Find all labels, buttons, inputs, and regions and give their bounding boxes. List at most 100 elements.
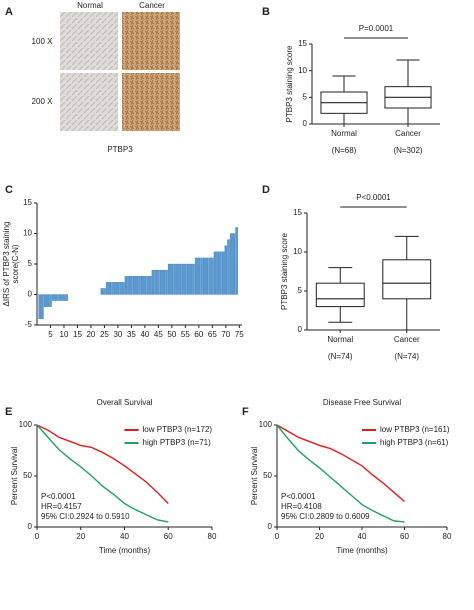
bar [43,294,47,307]
micrograph [60,12,118,70]
survival-curve [36,424,169,523]
annotation: HR=0.4157 [41,502,82,511]
bar [189,263,192,295]
bar [146,276,149,295]
bar [176,263,179,295]
annotation: HR=0.4108 [281,502,322,511]
bar [113,282,117,295]
x-tick-label: 45 [154,330,163,339]
panel-label: F [242,406,249,418]
bar [100,288,103,295]
bar [208,257,211,295]
y-tick-label: 15 [23,198,32,207]
x-tick-label: 60 [194,330,203,339]
legend-label: high PTBP3 (n=61) [380,438,449,447]
x-tick-label: 40 [358,532,367,541]
x-axis-label: Time (months) [99,546,151,555]
y-axis-label: PTBP3 staining score [280,232,289,309]
bar [65,294,68,301]
y-axis-label: Percent Survival [10,447,19,505]
bar [157,269,160,295]
legend-label: low PTBP3 (n=161) [380,425,450,434]
y-tick-label: -5 [25,320,33,329]
bar [232,233,236,295]
y-tick-label: 15 [293,208,302,217]
y-tick-label: 0 [28,522,33,531]
survival-curve [36,424,169,505]
bar [143,276,147,295]
p-value: P=0.0001 [359,24,394,33]
bar [130,276,133,295]
bar [49,294,52,307]
panel-label: D [262,184,270,196]
bar [184,263,187,295]
y-axis-label: score(C-N) [11,244,20,283]
x-tick-label: 20 [315,532,324,541]
bar [181,263,184,295]
annotation: P<0.0001 [41,492,76,501]
bar [124,276,128,295]
column-label: Normal [77,1,103,10]
y-tick-label: 50 [263,471,272,480]
bar [132,276,136,295]
x-tick-label: 15 [73,330,82,339]
caption: PTBP3 [107,145,133,154]
bar [54,294,58,301]
y-axis-label: ΔIRS of PTBP3 staining [2,222,11,307]
y-tick-label: 15 [298,39,307,48]
row-label: 200 X [32,97,54,106]
y-tick-label: 50 [23,471,32,480]
x-tick-label: 70 [221,330,230,339]
bar [119,282,122,295]
bar [140,276,144,295]
bar [216,251,219,295]
category-note: (N=74) [328,352,353,361]
bar [41,294,44,320]
bar [165,269,168,295]
micrograph [122,12,180,70]
micrograph [122,73,180,131]
category-note: (N=74) [394,352,419,361]
bar [105,282,109,295]
bar [108,282,112,295]
box [382,259,432,300]
y-tick-label: 10 [293,247,302,256]
bar [194,257,198,295]
x-tick-label: 60 [400,532,409,541]
chart-title: Disease Free Survival [323,398,401,407]
x-tick-label: 80 [208,532,217,541]
row-label: 100 X [32,37,54,46]
y-tick-label: 100 [259,420,273,429]
x-tick-label: 80 [443,532,452,541]
y-axis-label: PTBP3 staining score [285,45,294,122]
panel-label: A [5,6,13,18]
bar [38,294,41,320]
bar [213,251,217,295]
y-tick-label: 0 [303,119,308,128]
bar [229,233,233,295]
x-tick-label: 0 [35,532,40,541]
x-tick-label: 40 [140,330,149,339]
bar [235,227,238,295]
x-tick-label: Cancer [394,335,420,344]
panel-label: B [262,6,270,18]
bar [186,263,190,295]
bar [149,276,152,295]
bar [138,276,141,295]
bar [103,288,106,295]
box [315,282,365,308]
bar [170,263,174,295]
x-tick-label: 10 [60,330,69,339]
x-tick-label: 65 [208,330,217,339]
bar [62,294,66,301]
y-tick-label: 100 [19,420,33,429]
bar [154,269,157,295]
y-tick-label: 0 [268,522,273,531]
x-tick-label: 0 [275,532,280,541]
micrograph [60,73,118,131]
x-tick-label: 20 [76,532,85,541]
y-tick-label: 5 [298,286,303,295]
bar [173,263,176,295]
y-tick-label: 0 [28,290,33,299]
